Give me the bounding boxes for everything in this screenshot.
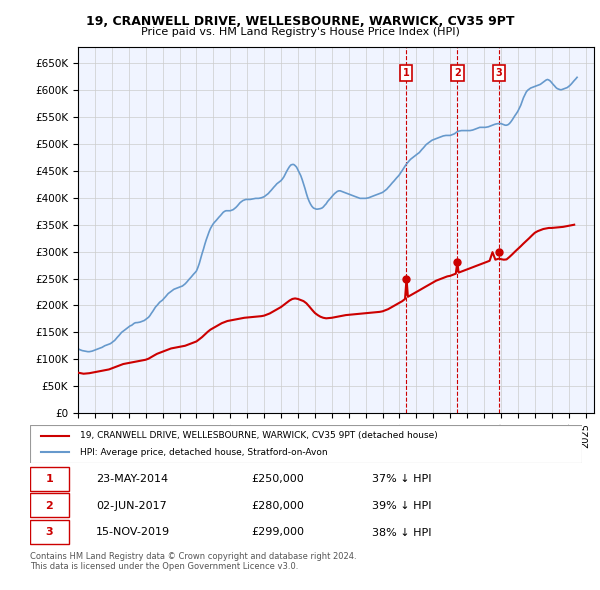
FancyBboxPatch shape [30, 493, 68, 517]
Text: 19, CRANWELL DRIVE, WELLESBOURNE, WARWICK, CV35 9PT (detached house): 19, CRANWELL DRIVE, WELLESBOURNE, WARWIC… [80, 431, 437, 440]
FancyBboxPatch shape [30, 520, 68, 543]
Text: 1: 1 [46, 474, 53, 484]
FancyBboxPatch shape [30, 467, 68, 490]
Text: 02-JUN-2017: 02-JUN-2017 [96, 501, 167, 511]
Text: Contains HM Land Registry data © Crown copyright and database right 2024.: Contains HM Land Registry data © Crown c… [30, 552, 356, 560]
Text: 2: 2 [454, 68, 461, 78]
Text: 3: 3 [46, 527, 53, 537]
Text: £250,000: £250,000 [251, 474, 304, 484]
Text: 15-NOV-2019: 15-NOV-2019 [96, 527, 170, 537]
Text: 2: 2 [46, 501, 53, 511]
Text: 39% ↓ HPI: 39% ↓ HPI [372, 501, 432, 511]
Text: £280,000: £280,000 [251, 501, 304, 511]
Text: This data is licensed under the Open Government Licence v3.0.: This data is licensed under the Open Gov… [30, 562, 298, 571]
Text: 3: 3 [496, 68, 502, 78]
Text: 1: 1 [403, 68, 409, 78]
FancyBboxPatch shape [30, 425, 582, 463]
Text: 37% ↓ HPI: 37% ↓ HPI [372, 474, 432, 484]
Text: 23-MAY-2014: 23-MAY-2014 [96, 474, 169, 484]
Text: 38% ↓ HPI: 38% ↓ HPI [372, 527, 432, 537]
Text: HPI: Average price, detached house, Stratford-on-Avon: HPI: Average price, detached house, Stra… [80, 448, 328, 457]
Text: Price paid vs. HM Land Registry's House Price Index (HPI): Price paid vs. HM Land Registry's House … [140, 27, 460, 37]
Text: £299,000: £299,000 [251, 527, 304, 537]
Text: 19, CRANWELL DRIVE, WELLESBOURNE, WARWICK, CV35 9PT: 19, CRANWELL DRIVE, WELLESBOURNE, WARWIC… [86, 15, 514, 28]
